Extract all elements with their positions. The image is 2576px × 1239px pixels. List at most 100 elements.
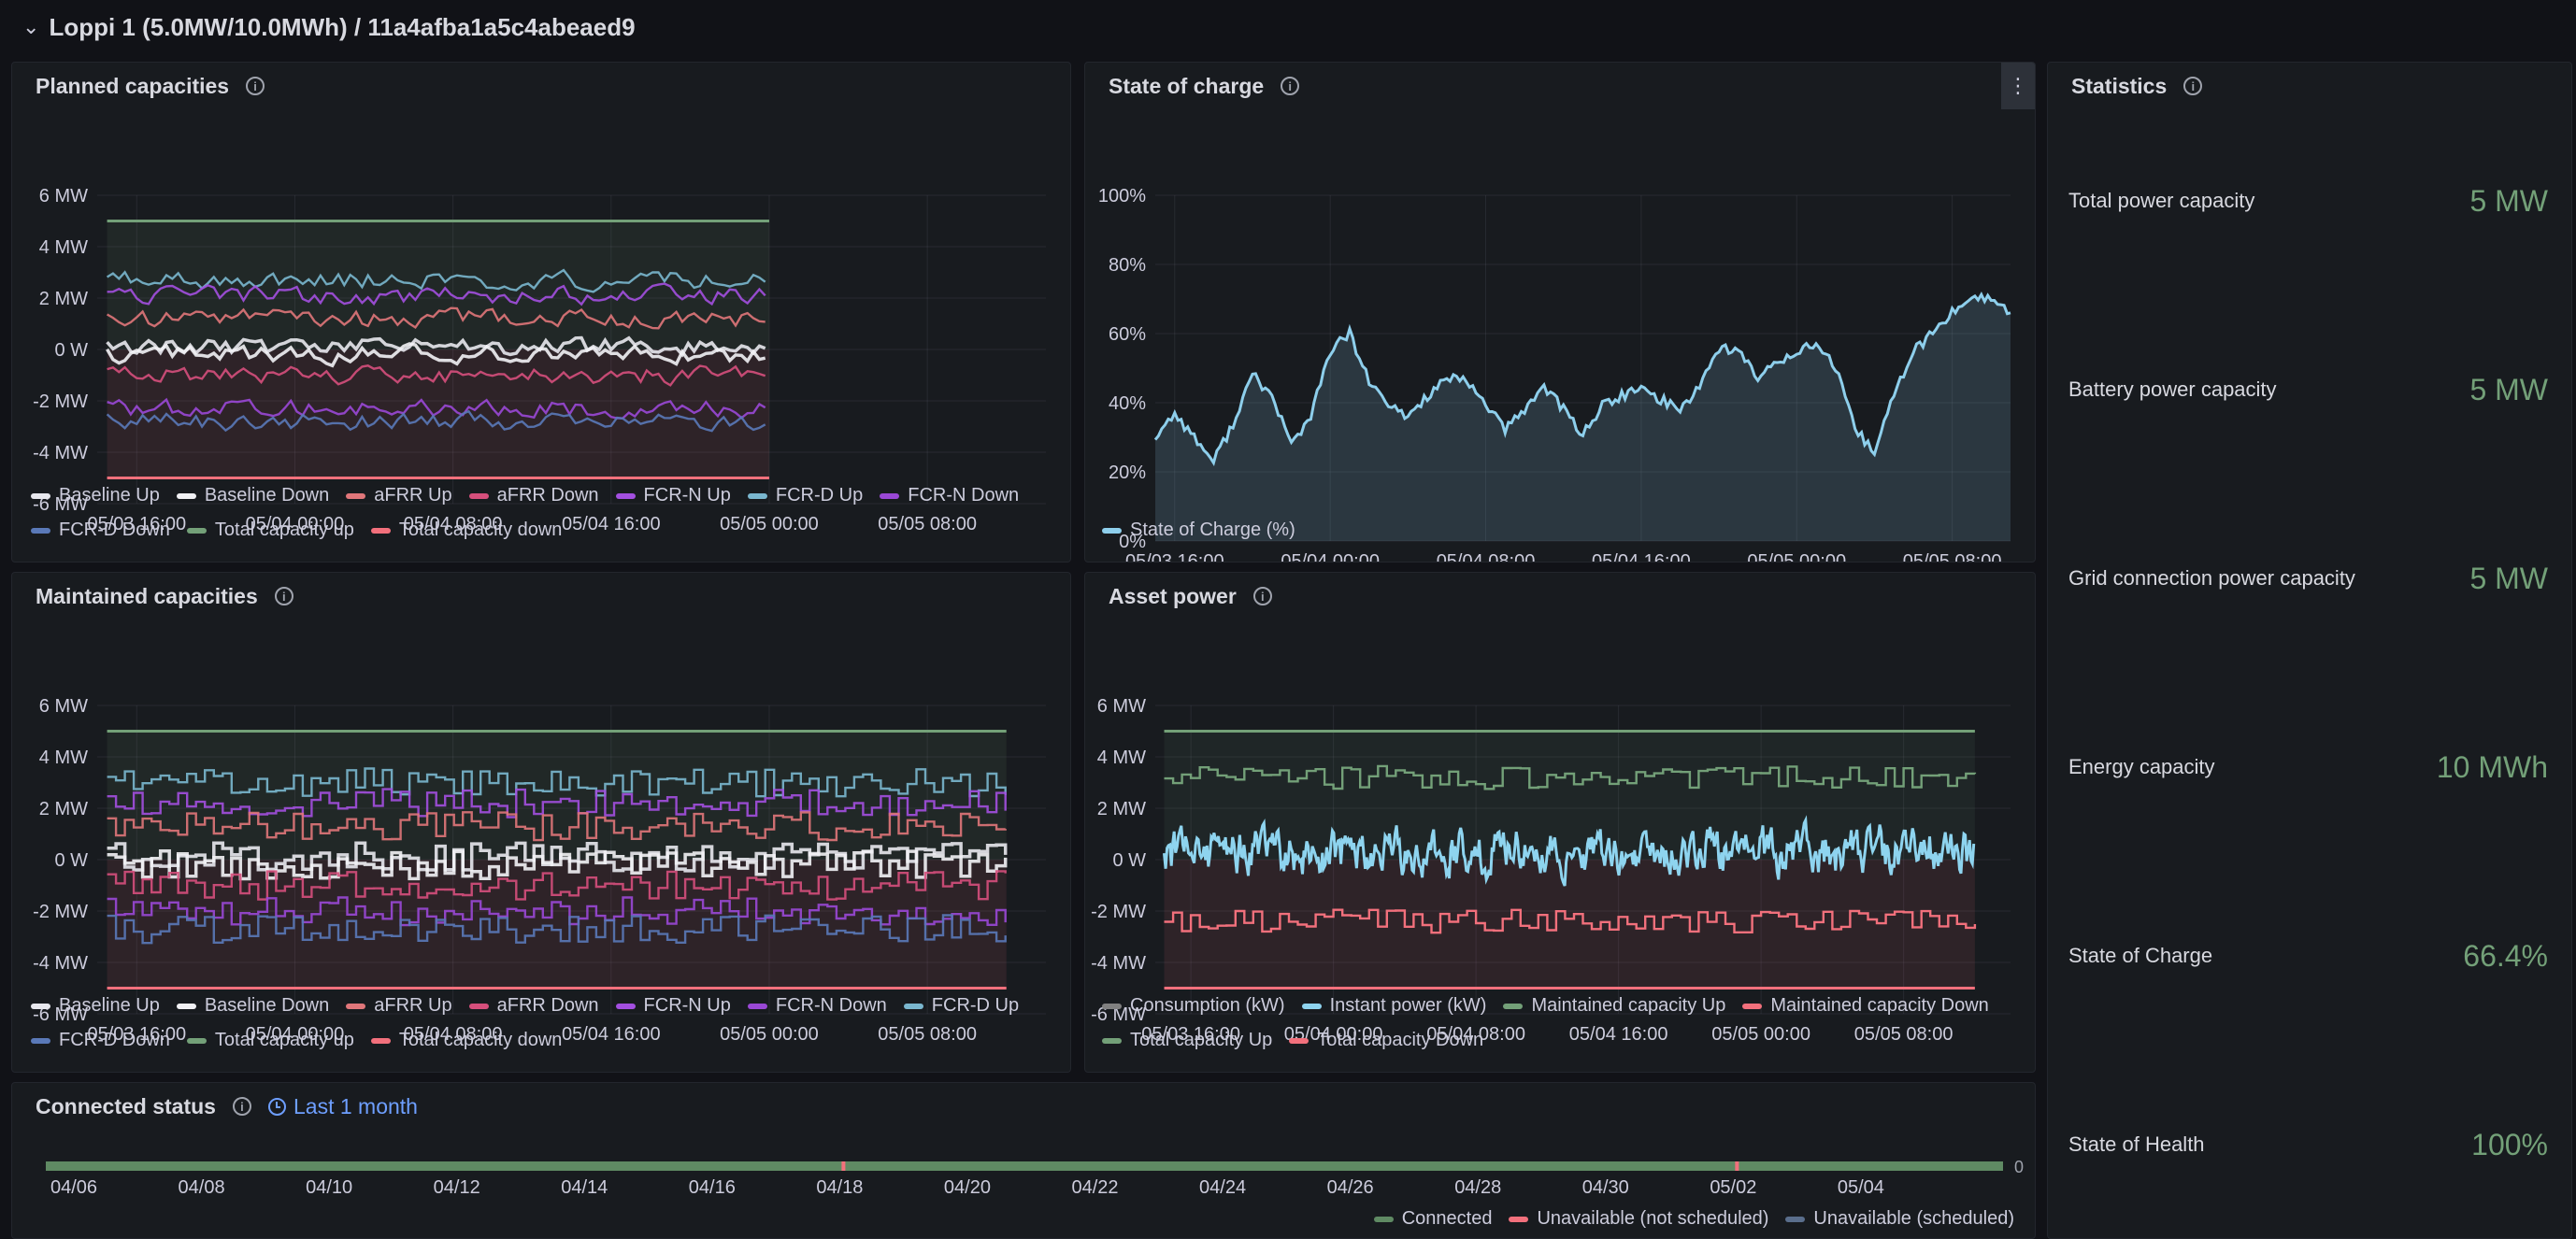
info-icon[interactable]: i — [1281, 77, 1300, 95]
legend-item-baseline-up[interactable]: Baseline Up — [31, 995, 160, 1017]
legend-item-connected[interactable]: Connected — [1373, 1208, 1492, 1230]
connected-status-chart[interactable]: 04/06 04/08 04/10 04/12 04/14 04/16 04/18 04/20… — [12, 1148, 2036, 1214]
legend-swatch — [615, 1003, 636, 1009]
legend-item-total-capacity-up[interactable]: Total capacity Up — [1102, 1030, 1272, 1051]
x-tick-label: 05/05 00:00 — [720, 1024, 819, 1040]
legend-item-fcr-d-down[interactable]: FCR-D Down — [31, 520, 170, 541]
x-tick-label: 05/04 08:00 — [404, 514, 503, 530]
legend-item-maintained-capacity-up[interactable]: Maintained capacity Up — [1503, 995, 1725, 1017]
legend-item-total-capacity-down[interactable]: Total capacity down — [370, 1030, 562, 1051]
series-fcr-d-up — [106, 268, 766, 293]
stat-grid-connection-capacity: Grid connection power capacity 5 MW — [2048, 550, 2571, 606]
legend-item-fcr-d-up[interactable]: FCR-D Up — [747, 485, 864, 506]
capacity-up-fill — [1164, 731, 1975, 860]
series-baseline-down — [107, 849, 1008, 881]
y-tick-label: -2 MW — [33, 902, 88, 922]
legend-swatch — [1301, 1003, 1322, 1009]
chart-legend: State of Charge (%) — [1102, 520, 2018, 541]
legend-item-fcr-n-up[interactable]: FCR-N Up — [615, 995, 731, 1017]
legend-swatch — [1503, 1003, 1524, 1009]
legend-item-fcr-n-down[interactable]: FCR-N Down — [747, 995, 887, 1017]
info-icon[interactable]: i — [246, 77, 265, 95]
legend-swatch — [346, 492, 366, 499]
legend-item-unavailable-not-scheduled[interactable]: Unavailable (not scheduled) — [1509, 1208, 1768, 1230]
series-maintained-capacity-down — [1164, 908, 1977, 934]
legend-label: Maintained capacity Down — [1770, 995, 1989, 1016]
x-tick-label: 05/04 08:00 — [1437, 551, 1536, 563]
x-tick-label: 05/03 16:00 — [87, 1024, 186, 1040]
panel-title: Planned capacities — [36, 73, 230, 98]
stat-value: 66.4% — [2463, 938, 2548, 973]
legend-swatch — [346, 1003, 366, 1009]
statistics-panel: Statistics i Total power capacity 5 MW B… — [2047, 62, 2572, 1239]
legend-item-total-capacity-up[interactable]: Total capacity up — [186, 1030, 354, 1051]
legend-item-instant-power-kw[interactable]: Instant power (kW) — [1301, 995, 1486, 1017]
info-icon[interactable]: i — [274, 587, 293, 605]
time-range-picker[interactable]: Last 1 month — [267, 1093, 418, 1119]
y-tick-label: 20% — [1109, 463, 1146, 483]
legend-label: Unavailable (not scheduled) — [1537, 1208, 1769, 1229]
x-tick-label: 05/04 16:00 — [1592, 551, 1691, 563]
legend-item-fcr-d-up[interactable]: FCR-D Up — [903, 995, 1020, 1017]
state-of-charge-chart[interactable]: 100% 80% 60% 40% 20% 0%05/03 16:00 05/04 00:00… — [1085, 119, 2036, 563]
y-tick-label: -4 MW — [33, 443, 88, 463]
legend-item-afrr-up[interactable]: aFRR Up — [346, 485, 452, 506]
series-afrr-up — [107, 811, 1007, 842]
legend-label: FCR-N Up — [643, 485, 731, 506]
y-tick-label: -6 MW — [33, 1004, 88, 1025]
legend-item-maintained-capacity-down[interactable]: Maintained capacity Down — [1742, 995, 1989, 1017]
legend-swatch — [31, 1003, 50, 1009]
panel-header: State of charge i — [1085, 63, 2035, 109]
legend-item-baseline-up[interactable]: Baseline Up — [31, 485, 160, 506]
legend-item-fcr-d-down[interactable]: FCR-D Down — [31, 1030, 170, 1051]
legend-item-baseline-down[interactable]: Baseline Down — [176, 485, 329, 506]
series-fcr-n-down — [107, 896, 1007, 927]
legend-item-consumption-kw[interactable]: Consumption (kW) — [1102, 995, 1285, 1017]
legend-item-afrr-down[interactable]: aFRR Down — [468, 485, 599, 506]
legend-item-state-of-charge[interactable]: State of Charge (%) — [1102, 520, 1295, 541]
legend-label: Unavailable (scheduled) — [1813, 1208, 2014, 1229]
stat-value: 5 MW — [2469, 183, 2548, 218]
legend-label: Maintained capacity Up — [1531, 995, 1726, 1016]
legend-label: FCR-D Up — [931, 995, 1020, 1016]
info-icon[interactable]: i — [1252, 587, 1272, 605]
legend-swatch — [747, 1003, 767, 1009]
legend-item-total-capacity-up[interactable]: Total capacity up — [186, 520, 354, 541]
y-tick-label: -6 MW — [1091, 1004, 1146, 1025]
dashboard-row-header[interactable]: ⌄ Loppi 1 (5.0MW/10.0MWh) / 11a4afba1a5c… — [0, 0, 2576, 54]
row-title: Loppi 1 (5.0MW/10.0MWh) / 11a4afba1a5c4a… — [49, 12, 636, 41]
x-tick-label: 05/04 16:00 — [562, 1024, 661, 1040]
legend-item-fcr-n-down[interactable]: FCR-N Down — [880, 485, 1019, 506]
legend-item-total-capacity-down[interactable]: Total capacity Down — [1289, 1030, 1483, 1051]
stat-battery-power-capacity: Battery power capacity 5 MW — [2048, 362, 2571, 418]
chevron-down-icon[interactable]: ⌄ — [22, 15, 40, 38]
time-range-label: Last 1 month — [293, 1093, 418, 1118]
legend-item-baseline-down[interactable]: Baseline Down — [176, 995, 329, 1017]
legend-item-fcr-n-up[interactable]: FCR-N Up — [615, 485, 731, 506]
y-tick-label: 2 MW — [1097, 799, 1146, 819]
y-tick-label: 6 MW — [1097, 696, 1146, 717]
legend-label: FCR-N Down — [775, 995, 887, 1016]
legend-item-total-capacity-down[interactable]: Total capacity down — [370, 520, 562, 541]
status-bar-connected — [46, 1161, 2003, 1171]
info-icon[interactable]: i — [232, 1097, 251, 1116]
x-tick-label: 04/22 — [1071, 1177, 1118, 1198]
legend-item-unavailable-scheduled[interactable]: Unavailable (scheduled) — [1785, 1208, 2014, 1230]
stat-value: 5 MW — [2469, 561, 2548, 595]
panel-menu-button[interactable]: ⋮ — [2001, 63, 2035, 109]
x-tick-label: 05/02 — [1710, 1177, 1756, 1198]
x-tick-label: 05/04 16:00 — [1569, 1024, 1668, 1040]
y-tick-label: 40% — [1109, 393, 1146, 414]
legend-item-afrr-up[interactable]: aFRR Up — [346, 995, 452, 1017]
x-tick-label: 04/12 — [434, 1177, 480, 1198]
legend-swatch — [186, 1037, 207, 1044]
legend-item-afrr-down[interactable]: aFRR Down — [468, 995, 599, 1017]
info-icon[interactable]: i — [2183, 77, 2203, 95]
legend-swatch — [880, 492, 900, 499]
legend-label: FCR-D Up — [775, 485, 864, 506]
panel-header: Maintained capacities i — [12, 573, 1070, 620]
x-tick-label: 04/30 — [1582, 1177, 1629, 1198]
